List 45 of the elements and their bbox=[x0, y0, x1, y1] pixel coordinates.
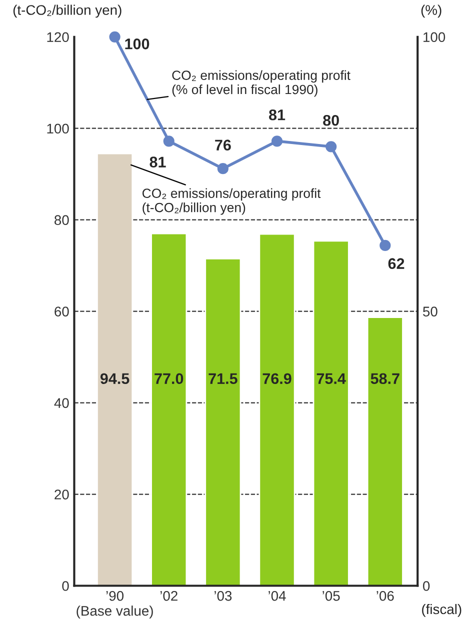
bar bbox=[204, 258, 242, 586]
series-label: CO₂ emissions/operating profit (t-CO₂/billion yen) bbox=[142, 188, 321, 215]
data-label: 76 bbox=[215, 140, 231, 150]
y-tick-label: 120 bbox=[47, 32, 69, 42]
bar bbox=[312, 240, 350, 586]
data-label: 80 bbox=[323, 114, 339, 126]
y-tick-label: 20 bbox=[54, 490, 69, 500]
y2-axis-title: (%) bbox=[421, 4, 442, 18]
point bbox=[163, 136, 174, 147]
bar bbox=[258, 233, 296, 586]
y2-tick-label: 0 bbox=[423, 581, 430, 591]
bar bbox=[96, 152, 134, 586]
data-label: 81 bbox=[269, 109, 286, 120]
x-tick-label: ’02 bbox=[160, 590, 178, 601]
bar bbox=[150, 232, 188, 586]
y-tick-label: 60 bbox=[54, 306, 69, 316]
x-tick-label: ’03 bbox=[214, 590, 232, 601]
x-tick-label: ’04 bbox=[268, 590, 286, 601]
y-tick-label: 40 bbox=[54, 398, 69, 408]
data-label: 100 bbox=[125, 38, 150, 50]
point bbox=[326, 141, 337, 152]
point bbox=[271, 136, 283, 147]
point bbox=[380, 240, 391, 252]
data-label: 58.7 bbox=[370, 373, 400, 384]
y-tick-label: 0 bbox=[62, 581, 69, 591]
x-tick-label: ’05 bbox=[322, 590, 340, 601]
point bbox=[109, 31, 120, 42]
y2-tick-label: 50 bbox=[423, 306, 438, 316]
data-label: 81 bbox=[150, 156, 166, 168]
x-tick-label: ’06 bbox=[376, 590, 394, 601]
series-label: CO₂ emissions/operating profit (% of level in fiscal 1990) bbox=[172, 70, 350, 97]
y-axis-title: (t-CO₂/billion yen) bbox=[13, 4, 122, 18]
y-tick-label: 100 bbox=[47, 124, 69, 134]
y-tick-label: 80 bbox=[54, 215, 69, 226]
data-label: 76.9 bbox=[262, 373, 292, 384]
data-label: 62 bbox=[388, 258, 404, 270]
x-axis-title: (fiscal) bbox=[422, 604, 462, 617]
data-label: 94.5 bbox=[100, 373, 130, 384]
y2-tick-label: 100 bbox=[424, 32, 446, 42]
data-label: 77.0 bbox=[154, 373, 184, 384]
data-label: 71.5 bbox=[208, 373, 238, 384]
bar bbox=[366, 316, 404, 586]
x-tick-label: ’90 (Base value) bbox=[76, 590, 153, 619]
data-label: 75.4 bbox=[316, 373, 346, 384]
point bbox=[217, 163, 228, 174]
